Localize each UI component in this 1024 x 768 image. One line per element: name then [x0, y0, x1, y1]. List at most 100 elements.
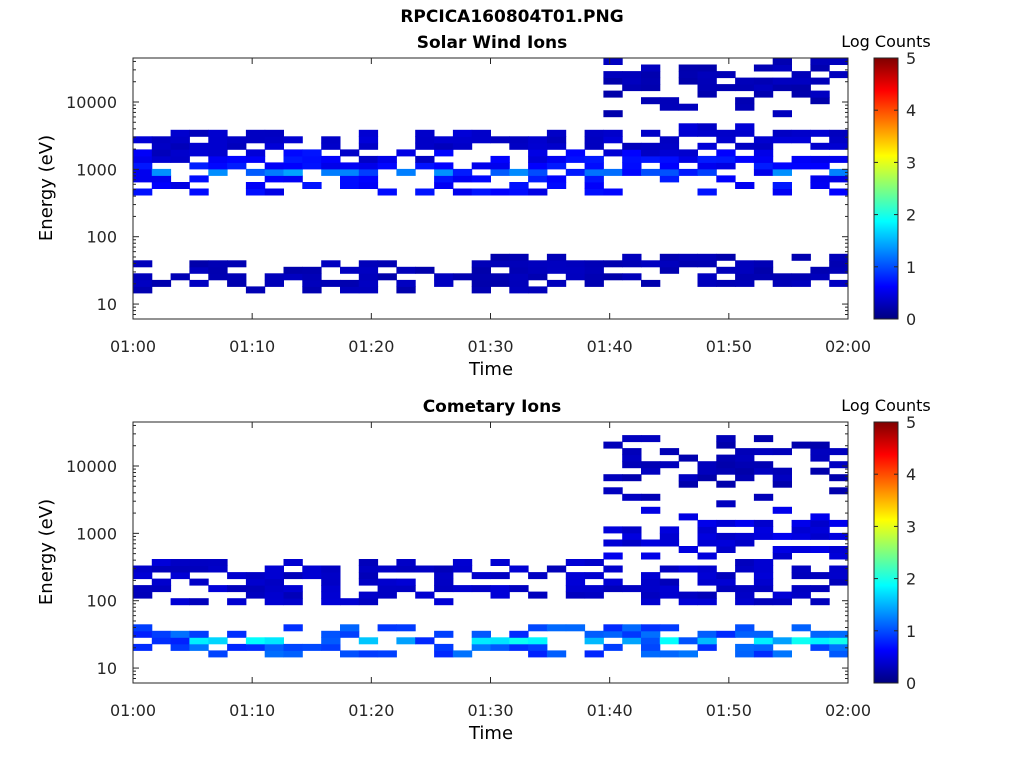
y-axis-label: Energy (eV) — [36, 135, 57, 241]
heatmap-cell — [772, 182, 792, 189]
heatmap-cell — [622, 260, 642, 268]
heatmap-cell — [377, 585, 397, 593]
heatmap-cell — [245, 578, 266, 586]
heatmap-cell — [772, 506, 792, 514]
heatmap-cell — [321, 155, 341, 163]
heatmap-cell — [264, 168, 284, 176]
heatmap-cell — [208, 266, 228, 274]
heatmap-cell — [133, 279, 153, 287]
heatmap-cell — [697, 467, 717, 475]
heatmap-cell — [302, 155, 322, 163]
heatmap-cell — [829, 637, 849, 645]
heatmap-cell — [753, 578, 774, 586]
heatmap-cell — [641, 650, 661, 658]
heatmap-cell — [245, 168, 266, 176]
heatmap-cell — [151, 578, 172, 586]
heatmap-cell — [245, 188, 266, 196]
heatmap-cell — [528, 266, 548, 274]
x-tick-label: 01:20 — [348, 337, 394, 356]
heatmap-cell — [584, 266, 604, 274]
heatmap-cell — [603, 565, 623, 573]
heatmap-cell — [791, 129, 811, 137]
heatmap-cell — [791, 77, 811, 85]
heatmap-cell — [396, 637, 416, 645]
heatmap-cell — [678, 480, 698, 488]
heatmap-cell — [641, 467, 661, 475]
colorbar-tick-label: 3 — [906, 153, 916, 172]
heatmap-cell — [753, 598, 774, 606]
heatmap-cell — [358, 266, 379, 274]
heatmap-cell — [829, 260, 849, 268]
heatmap-cell — [264, 598, 284, 606]
heatmap-cell — [791, 624, 811, 632]
colorbar-ticks: 0 1 2 3 4 5 — [874, 49, 916, 329]
heatmap-cell — [697, 253, 717, 261]
heatmap-cell — [321, 598, 341, 606]
heatmap-cell — [452, 175, 473, 183]
heatmap-cell — [170, 630, 190, 638]
heatmap-cell — [678, 253, 698, 261]
heatmap-cell — [208, 559, 228, 566]
heatmap-cell — [697, 637, 717, 645]
heatmap-cell — [678, 71, 698, 79]
heatmap-cell — [735, 519, 755, 527]
heatmap-cell — [565, 585, 586, 593]
heatmap-cell — [716, 136, 736, 144]
heatmap-cell — [659, 103, 680, 111]
heatmap-cell — [716, 155, 736, 163]
heatmap-cell — [358, 637, 379, 645]
heatmap-cell — [471, 585, 491, 593]
heatmap-cell — [321, 168, 341, 176]
heatmap-cell — [565, 273, 586, 281]
y-tick-label: 100 — [86, 592, 117, 611]
heatmap-cell — [641, 77, 661, 85]
heatmap-cell — [678, 650, 698, 658]
heatmap-cell — [302, 149, 322, 157]
heatmap-cell — [302, 643, 322, 651]
heatmap-cell — [697, 71, 717, 79]
heatmap-cell — [245, 136, 266, 144]
heatmap-cell — [245, 149, 266, 157]
heatmap-cell — [716, 175, 736, 183]
heatmap-cell — [415, 266, 435, 274]
heatmap-cell — [716, 461, 736, 469]
heatmap-cell — [133, 136, 153, 144]
heatmap-cell — [358, 168, 379, 176]
colorbar-tick-label: 1 — [906, 258, 916, 277]
heatmap-cell — [509, 630, 529, 638]
y-axis-label: Energy (eV) — [36, 499, 57, 605]
heatmap-cell — [772, 552, 792, 560]
x-axis: 01:00 01:10 01:20 01:30 01:40 01:50 02:00 — [110, 422, 871, 720]
heatmap-cell — [452, 585, 473, 593]
heatmap-cell — [546, 565, 567, 573]
heatmap-cell — [810, 526, 830, 534]
heatmap-cell — [245, 129, 266, 137]
heatmap-cell — [697, 273, 717, 281]
heatmap-cell — [641, 279, 661, 287]
heatmap-cell — [490, 585, 510, 593]
heatmap-cell — [810, 585, 830, 593]
heatmap-cell — [772, 480, 792, 488]
heatmap-cell — [528, 149, 548, 157]
heatmap-cell — [622, 526, 642, 534]
heatmap-cell — [509, 286, 529, 294]
heatmap-cell — [396, 149, 416, 157]
heatmap-cell — [829, 630, 849, 638]
heatmap-cell — [358, 273, 379, 281]
heatmap-cell — [735, 182, 755, 189]
heatmap-cell — [735, 643, 755, 651]
heatmap-cell — [810, 598, 830, 606]
heatmap-cell — [245, 591, 266, 599]
heatmap-cell — [735, 650, 755, 658]
heatmap-cell — [546, 155, 567, 163]
heatmap-cell — [565, 559, 586, 566]
heatmap-cell — [340, 168, 360, 176]
heatmap-cell — [659, 539, 680, 547]
heatmap-cell — [170, 182, 190, 189]
heatmap-cell — [509, 643, 529, 651]
heatmap-cell — [227, 273, 247, 281]
heatmap-cell — [565, 155, 586, 163]
heatmap-cell — [283, 136, 303, 144]
heatmap-cell — [829, 142, 849, 150]
